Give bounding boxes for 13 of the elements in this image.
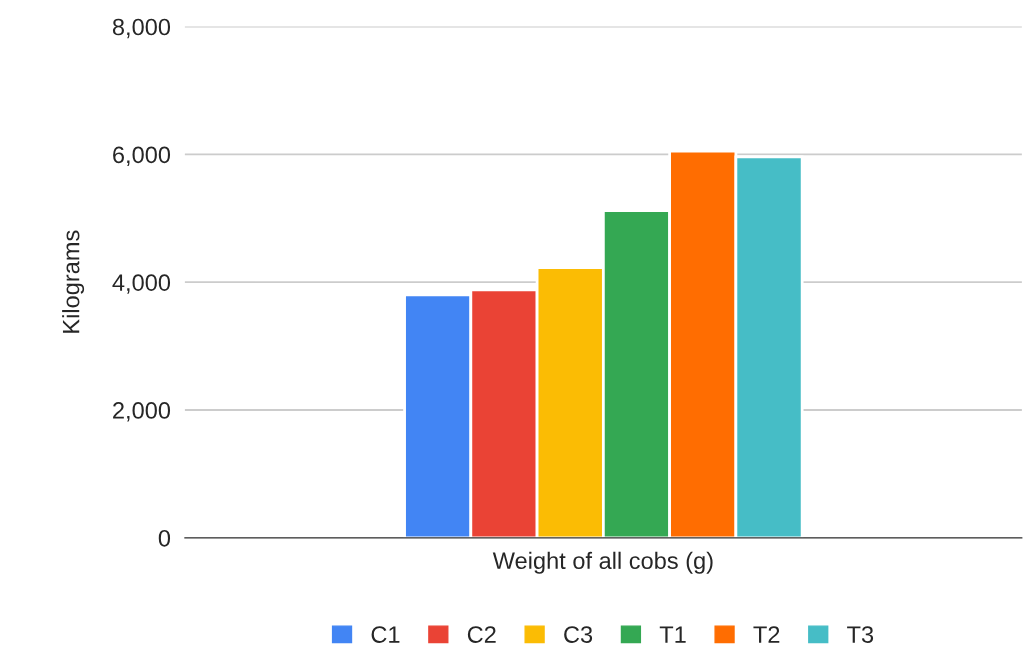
legend-label: C2 [467, 626, 496, 643]
legend-label: T1 [659, 626, 686, 643]
legend-label: T2 [753, 626, 780, 643]
y-tick-label: 8,000 [112, 18, 171, 39]
y-tick-label: 2,000 [113, 402, 171, 422]
legend-label: C3 [564, 626, 593, 643]
y-tick-label: 6,000 [113, 146, 171, 166]
y-tick-label: 4,000 [112, 274, 171, 294]
legend-label: T3 [847, 626, 874, 643]
y-tick-label: 0 [158, 529, 171, 547]
y-axis-title: Kilograms [62, 230, 85, 333]
legend-label: C1 [371, 626, 400, 643]
x-tick-label: Weight of all cobs (g) [492, 551, 713, 574]
